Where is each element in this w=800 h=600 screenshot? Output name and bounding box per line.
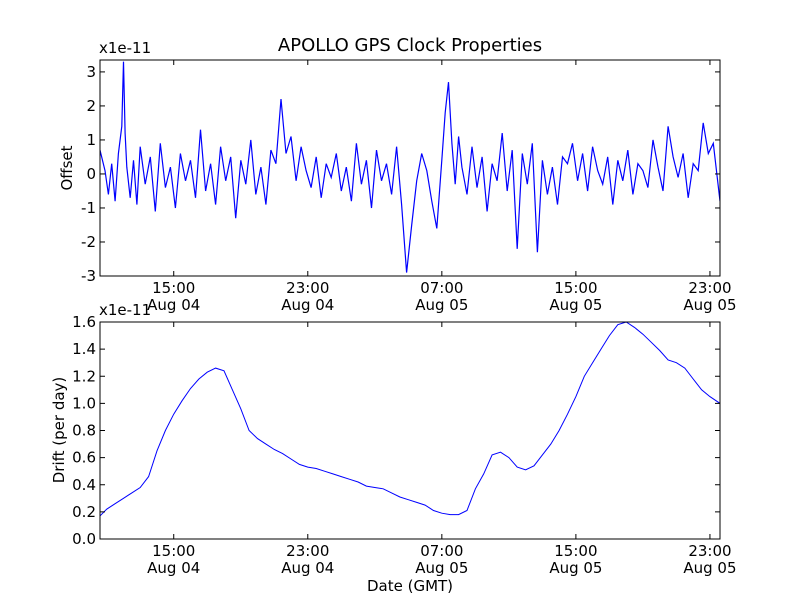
y-tick-label: 1.0 <box>72 394 96 412</box>
x-axis-label: Date (GMT) <box>367 577 453 595</box>
drift-ylabel: Drift (per day) <box>50 377 68 484</box>
x-tick-date-label: Aug 05 <box>415 296 468 314</box>
y-tick-label: 0.6 <box>72 449 96 467</box>
y-tick-label: 3 <box>86 63 96 81</box>
x-tick-time-label: 15:00 <box>554 279 597 297</box>
x-tick-time-label: 15:00 <box>554 542 597 560</box>
x-tick-date-label: Aug 04 <box>281 559 334 577</box>
x-tick-time-label: 07:00 <box>420 542 463 560</box>
x-tick-time-label: 15:00 <box>152 542 195 560</box>
offset-series <box>100 61 720 273</box>
y-tick-label: 1.4 <box>72 340 96 358</box>
y-tick-label: -1 <box>81 199 96 217</box>
drift-multiplier: x1e-11 <box>99 301 151 319</box>
x-tick-date-label: Aug 04 <box>147 559 200 577</box>
y-tick-label: 0 <box>86 165 96 183</box>
y-tick-label: 0.2 <box>72 503 96 521</box>
y-tick-label: 2 <box>86 97 96 115</box>
x-tick-date-label: Aug 05 <box>549 559 602 577</box>
y-tick-label: 0.8 <box>72 422 96 440</box>
y-tick-label: 1 <box>86 131 96 149</box>
x-tick-date-label: Aug 04 <box>281 296 334 314</box>
x-tick-date-label: Aug 05 <box>683 559 736 577</box>
x-tick-date-label: Aug 05 <box>683 296 736 314</box>
offset-line-0 <box>100 61 720 273</box>
y-tick-label: -3 <box>81 267 96 285</box>
offset-plot-frame <box>99 59 721 277</box>
drift-line-0 <box>100 322 720 517</box>
y-tick-label: 1.2 <box>72 367 96 385</box>
x-tick-date-label: Aug 05 <box>415 559 468 577</box>
offset-multiplier: x1e-11 <box>99 39 151 57</box>
y-tick-label: 1.6 <box>72 313 96 331</box>
offset-ylabel: Offset <box>58 145 76 190</box>
x-tick-time-label: 07:00 <box>420 279 463 297</box>
drift-plot-frame <box>99 321 721 540</box>
y-tick-label: 0.0 <box>72 530 96 548</box>
x-tick-date-label: Aug 04 <box>147 296 200 314</box>
y-tick-label: 0.4 <box>72 476 96 494</box>
x-tick-time-label: 23:00 <box>688 279 731 297</box>
y-tick-label: -2 <box>81 233 96 251</box>
x-tick-time-label: 23:00 <box>688 542 731 560</box>
x-tick-time-label: 23:00 <box>286 279 329 297</box>
x-tick-time-label: 23:00 <box>286 542 329 560</box>
x-tick-date-label: Aug 05 <box>549 296 602 314</box>
chart-title: APOLLO GPS Clock Properties <box>278 35 542 56</box>
drift-series <box>100 322 720 517</box>
x-tick-time-label: 15:00 <box>152 279 195 297</box>
